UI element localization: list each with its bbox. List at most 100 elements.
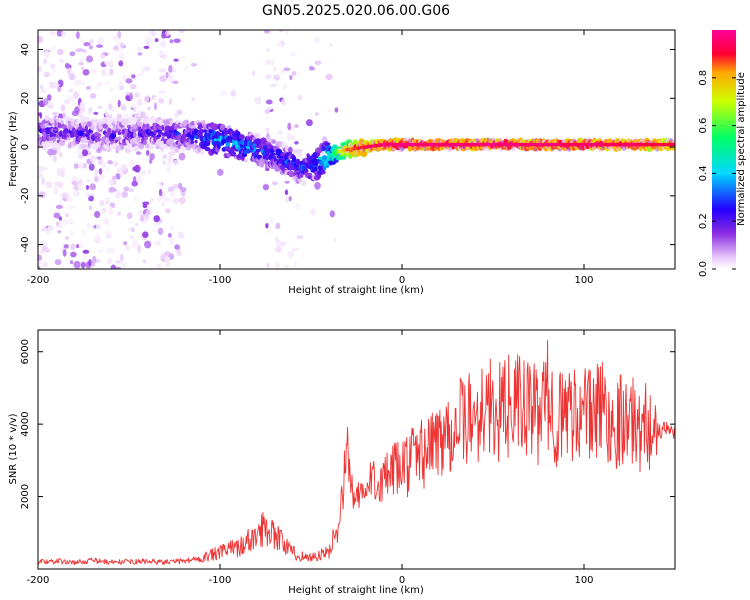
noise-blob	[43, 98, 49, 106]
noise-blob	[156, 181, 161, 187]
ridge-blob	[157, 131, 163, 135]
noise-blob	[76, 244, 80, 249]
noise-blob	[73, 91, 79, 99]
noise-blob	[287, 250, 295, 259]
noise-blob	[140, 66, 145, 75]
noise-blob	[125, 245, 130, 251]
noise-blob	[158, 90, 166, 94]
noise-blob	[55, 204, 63, 210]
noise-blob	[38, 173, 44, 179]
noise-blob	[296, 235, 303, 240]
noise-blob	[52, 45, 56, 51]
ridge-blob	[66, 136, 71, 141]
noise-blob	[159, 75, 167, 83]
noise-blob	[76, 149, 82, 156]
ridge-blob	[41, 144, 48, 149]
noise-blob	[52, 155, 57, 162]
ridge-halo	[609, 145, 614, 151]
noise-blob	[108, 87, 113, 93]
noise-blob	[134, 113, 139, 117]
noise-blob	[137, 46, 143, 52]
noise-blob	[143, 213, 150, 221]
noise-blob	[108, 178, 114, 186]
noise-blob	[179, 196, 186, 205]
ridge-blob	[89, 129, 94, 134]
noise-blob	[265, 59, 270, 66]
noise-blob	[263, 30, 271, 34]
noise-blob	[156, 263, 162, 269]
noise-blob	[125, 78, 133, 84]
noise-blob	[184, 65, 189, 72]
noise-blob	[73, 79, 81, 86]
noise-blob	[142, 169, 147, 177]
noise-blob	[164, 251, 171, 256]
noise-blob	[38, 165, 44, 172]
noise-blob	[293, 260, 298, 269]
noise-blob	[93, 175, 99, 183]
noise-blob	[72, 180, 79, 187]
noise-blob	[56, 221, 60, 227]
x-tick-label: -200	[27, 575, 50, 586]
noise-blob	[172, 69, 177, 73]
noise-blob	[60, 104, 66, 112]
noise-blob	[80, 261, 86, 269]
noise-blob	[61, 30, 66, 37]
noise-blob	[60, 170, 65, 178]
noise-blob	[144, 240, 152, 249]
y-tick-label: 6000	[20, 339, 31, 364]
ridge-blob	[70, 120, 75, 126]
noise-blob	[314, 60, 322, 66]
noise-blob	[99, 199, 105, 207]
noise-blob	[53, 212, 61, 219]
noise-blob	[142, 204, 148, 209]
noise-blob	[164, 196, 171, 203]
noise-blob	[178, 152, 186, 161]
noise-blob	[117, 99, 121, 108]
noise-blob	[158, 98, 165, 104]
noise-blob	[109, 68, 114, 76]
ridge-blob	[67, 117, 75, 122]
noise-blob	[217, 168, 224, 176]
noise-blob	[134, 164, 141, 173]
noise-blob	[147, 106, 151, 111]
noise-blob	[135, 223, 139, 227]
spectrogram-frame	[37, 29, 676, 270]
noise-blob	[128, 235, 135, 240]
noise-blob	[38, 254, 43, 261]
noise-blob	[89, 45, 93, 50]
ridge-blob	[122, 118, 130, 126]
ridge-blob	[150, 117, 155, 124]
ridge-blob	[206, 139, 211, 143]
colorbar-gradient	[712, 30, 736, 269]
noise-blob	[282, 84, 287, 90]
noise-blob	[107, 60, 114, 68]
noise-blob	[289, 74, 293, 81]
x-tick-label: 0	[399, 575, 405, 586]
noise-blob	[169, 76, 174, 83]
noise-blob	[281, 241, 287, 246]
noise-blob	[262, 183, 269, 191]
noise-blob	[90, 93, 97, 99]
noise-blob	[107, 160, 113, 165]
noise-blob	[131, 103, 138, 110]
ridge-blob	[252, 142, 257, 149]
ridge-blob	[137, 116, 142, 121]
ridge-blob	[271, 139, 277, 144]
noise-blob	[297, 95, 303, 101]
noise-blob	[83, 42, 91, 47]
noise-blob	[168, 65, 173, 73]
noise-blob	[73, 260, 81, 269]
ridge-blob	[38, 115, 41, 121]
noise-blob	[90, 259, 96, 267]
noise-blob	[122, 75, 127, 80]
ridge-blob	[245, 148, 251, 154]
chart-title: GN05.2025.020.06.00.G06	[262, 3, 450, 19]
noise-blob	[50, 63, 56, 69]
ridge-blob	[292, 149, 298, 154]
ridge-blob	[148, 144, 155, 148]
snr-ticks: -200 -100 0 100 2000 4000 6000	[20, 330, 675, 586]
noise-blob	[130, 83, 137, 90]
noise-blob	[120, 261, 127, 269]
noise-blob	[86, 179, 91, 183]
noise-blob	[152, 96, 157, 100]
